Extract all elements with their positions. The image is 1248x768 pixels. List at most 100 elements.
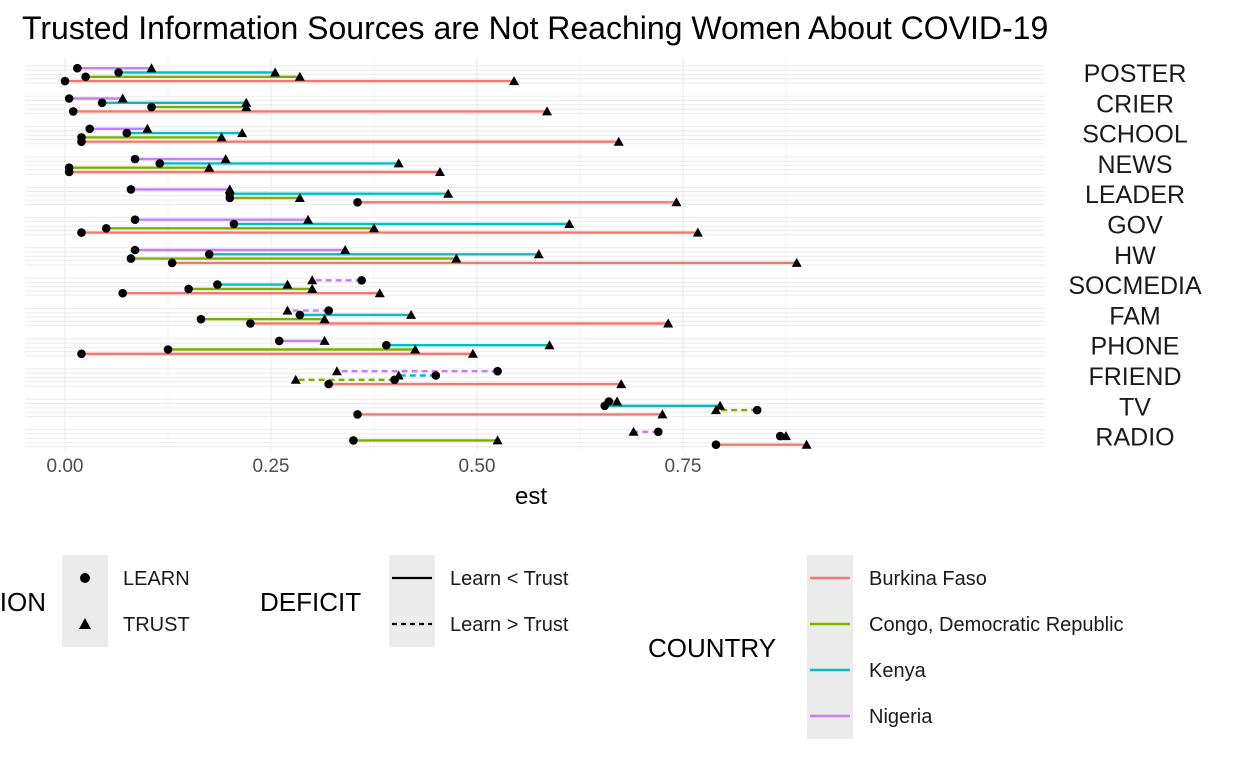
trust-point [410,344,421,354]
trust-point [671,197,682,207]
trust-point [241,97,252,107]
trust-point [331,366,342,376]
trust-point [533,249,544,259]
legend-triangle-icon [79,618,91,629]
legend-title-country: COUNTRY [648,633,776,663]
learn-point [114,68,123,77]
learn-point [324,306,333,315]
trust-point [509,76,520,86]
trust-point [801,439,812,449]
category-label: TV [1119,393,1151,421]
trust-point [542,106,553,116]
learn-point [77,133,86,142]
trust-point [564,219,575,228]
learn-point [711,440,721,450]
learn-point [130,245,140,255]
trust-point [204,162,215,172]
legend-key [807,555,853,739]
legend-label: Learn < Trust [450,568,569,590]
dumbbell-points [60,63,812,450]
category-label: RADIO [1095,424,1174,452]
trust-point [393,370,404,380]
learn-point [353,198,362,207]
legend-title-deficit: DEFICIT [260,587,361,617]
legend-label: Kenya [869,660,927,682]
legend-label: Congo, Democratic Republic [869,614,1124,636]
learn-point [184,284,193,294]
trust-point [374,288,385,298]
learn-point [295,310,305,320]
trust-point [282,305,293,315]
trust-point [307,275,318,285]
trust-point [781,431,791,441]
trust-point [657,409,668,419]
learn-point [604,397,614,406]
category-label: SCHOOL [1082,121,1188,149]
learn-point [130,154,140,164]
trust-point [612,396,623,406]
panel-grid [25,58,1045,450]
learn-point [73,63,82,73]
category-label: GOV [1107,212,1163,240]
legend-label: Nigeria [869,706,933,728]
category-label: SOCMEDIA [1068,272,1202,300]
trust-point [692,227,703,237]
learn-point [81,72,90,82]
trust-point [307,283,318,293]
trust-point [434,167,445,176]
legend-label: Learn > Trust [450,614,569,636]
learn-point [101,224,111,233]
trust-point [224,184,235,194]
trust-point [467,348,478,358]
learn-point [64,163,74,172]
trust-point [616,379,627,389]
trust-point [117,93,128,103]
learn-point [60,76,70,86]
learn-point [85,124,95,134]
legend-label: Burkina Faso [869,568,987,590]
legend-title-direction: DIRECTION [0,587,46,617]
legend: DIRECTION LEARN TRUST DEFICIT Learn < Trust L… [0,555,1124,739]
learn-point [653,427,663,437]
trust-point [492,435,503,445]
learn-point [64,94,74,103]
trust-point [282,279,293,289]
trust-point [613,136,624,146]
category-label: PHONE [1091,333,1180,361]
x-tick-label: 0.75 [665,456,702,477]
trust-point [294,71,305,81]
trust-point [319,335,330,345]
learn-point [126,185,136,194]
learn-point [97,98,107,108]
learn-point [118,288,127,298]
trust-point [216,132,227,142]
trust-point [451,253,462,263]
trust-point [715,400,726,410]
legend-label: TRUST [123,614,190,636]
x-tick-label: 0.50 [459,456,496,477]
trust-point [443,188,454,198]
x-axis-ticks: 0.00 0.25 0.50 0.75 [47,456,702,477]
category-label: NEWS [1098,151,1173,179]
learn-point [122,128,132,138]
x-tick-label: 0.00 [47,456,84,477]
trust-point [544,340,555,350]
learn-point [196,314,206,324]
dumbbell-segments [65,66,807,446]
x-tick-label: 0.25 [253,456,290,477]
learn-point [246,319,255,328]
trust-point [303,214,314,224]
trust-point [270,67,281,77]
category-label: LEADER [1085,181,1185,209]
trust-point [393,158,404,168]
learn-point [274,336,284,346]
trust-point [628,426,639,436]
learn-point [349,436,358,445]
trust-point [142,123,153,133]
learn-point [167,258,177,268]
learn-point [431,371,441,380]
trust-point [369,223,379,233]
chart-title: Trusted Information Sources are Not Reac… [22,10,1048,46]
